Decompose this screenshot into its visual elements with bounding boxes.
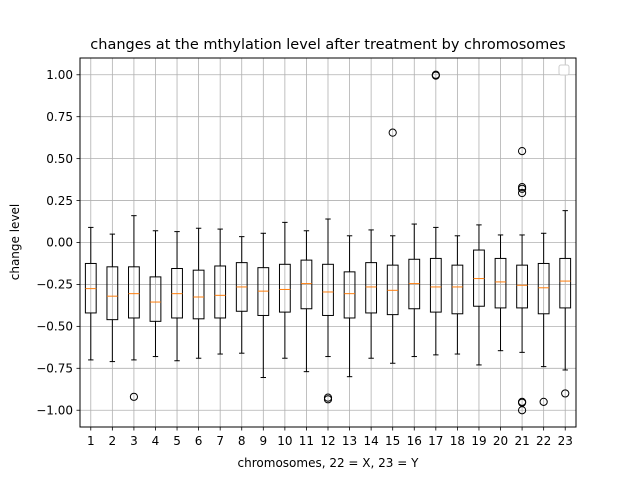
tick-layer: −1.00 −0.75 −0.50 −0.25 0.00 0.25 0.50 0.75 1.00… (36, 68, 573, 448)
box-3 (128, 215, 140, 401)
x-tick-label: 16 (407, 434, 422, 448)
outlier-point (129, 392, 139, 401)
box-14 (365, 229, 378, 359)
x-tick-label: 3 (130, 434, 138, 448)
box-12 (322, 218, 334, 404)
x-tick-label: 5 (173, 434, 181, 448)
outlier-point (323, 395, 333, 404)
box-7 (214, 228, 227, 355)
x-tick-label: 15 (385, 434, 400, 448)
x-tick-label: 22 (536, 434, 551, 448)
y-tick-label: −0.75 (36, 361, 73, 375)
x-tick-label: 11 (299, 434, 314, 448)
box-6 (192, 227, 205, 359)
x-tick-label: 17 (428, 434, 443, 448)
x-tick-label: 21 (514, 434, 529, 448)
iqr-box (516, 264, 528, 309)
box-15 (386, 128, 399, 364)
y-tick-label: 1.00 (46, 68, 73, 82)
y-tick-label: 0.50 (46, 152, 73, 166)
x-tick-label: 9 (259, 434, 267, 448)
x-tick-label: 7 (216, 434, 224, 448)
y-tick-label: 0.00 (46, 236, 73, 250)
x-tick-label: 10 (277, 434, 292, 448)
x-tick-label: 19 (471, 434, 486, 448)
box-5 (171, 231, 183, 362)
iqr-box (494, 257, 507, 309)
x-tick-label: 23 (558, 434, 573, 448)
x-tick-label: 18 (450, 434, 465, 448)
outlier-point (517, 184, 527, 193)
x-tick-label: 12 (320, 434, 335, 448)
iqr-box (365, 262, 378, 314)
x-tick-label: 20 (493, 434, 508, 448)
y-tick-label: −0.50 (36, 320, 73, 334)
box-8 (235, 236, 248, 354)
y-tick-label: −0.25 (36, 278, 73, 292)
iqr-box (128, 266, 140, 319)
box-4 (149, 230, 162, 358)
y-axis-label: change level (8, 204, 22, 281)
outlier-point (431, 71, 440, 80)
x-tick-label: 2 (109, 434, 117, 448)
iqr-box (343, 271, 356, 319)
x-tick-label: 6 (195, 434, 203, 448)
box-layer (84, 70, 572, 415)
iqr-box (278, 263, 291, 313)
legend-box (558, 64, 570, 76)
x-tick-label: 13 (342, 434, 357, 448)
plot-frame (79, 57, 577, 428)
box-19 (473, 224, 485, 366)
iqr-box (322, 263, 334, 316)
box-18 (451, 235, 464, 355)
box-11 (300, 230, 313, 373)
box-17 (429, 70, 442, 356)
x-axis-label: chromosomes, 22 = X, 23 = Y (238, 456, 420, 470)
x-tick-label: 1 (87, 434, 95, 448)
iqr-box (106, 266, 119, 321)
outlier-point (517, 146, 527, 156)
iqr-box (192, 269, 205, 320)
box-23 (559, 210, 572, 398)
iqr-box (451, 264, 464, 315)
x-tick-label: 8 (238, 434, 246, 448)
outlier-point (539, 397, 548, 406)
iqr-box (559, 257, 572, 309)
iqr-box (537, 262, 550, 315)
box-21 (516, 146, 528, 415)
box-1 (84, 226, 97, 361)
box-10 (278, 221, 291, 359)
box-22 (537, 232, 550, 406)
box-2 (106, 233, 119, 363)
y-tick-label: −1.00 (36, 403, 73, 417)
y-tick-label: 0.25 (46, 194, 73, 208)
x-tick-label: 14 (363, 434, 378, 448)
chart-title: changes at the mthylation level after tr… (90, 37, 565, 53)
outlier-point (561, 389, 570, 398)
iqr-box (429, 257, 442, 313)
iqr-box (300, 259, 313, 310)
iqr-box (149, 276, 162, 322)
y-tick-label: 0.75 (46, 110, 73, 124)
box-9 (257, 232, 270, 379)
outlier-point (517, 188, 527, 198)
box-16 (408, 223, 421, 358)
outlier-point (517, 406, 527, 415)
iqr-box (214, 265, 227, 319)
box-13 (343, 235, 356, 378)
outlier-point (388, 128, 397, 137)
x-tick-label: 4 (152, 434, 160, 448)
box-20 (494, 234, 507, 352)
